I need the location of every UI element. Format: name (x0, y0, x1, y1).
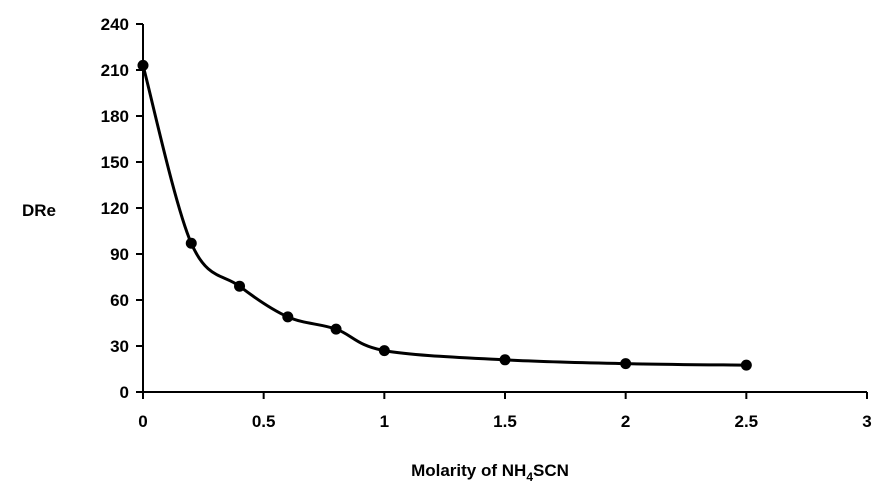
x-tick-label: 1 (380, 412, 389, 431)
series-line (141, 65, 747, 367)
y-tick-label: 150 (101, 153, 129, 172)
x-axis-title-prefix: Molarity of NH (411, 461, 526, 480)
x-axis-title-suffix: SCN (533, 461, 569, 480)
x-axis-title-subscript: 4 (526, 470, 533, 484)
y-axis-title: DRe (22, 201, 56, 220)
markers (137, 59, 752, 371)
y-tick-label: 90 (110, 245, 129, 264)
data-point-2 (234, 280, 246, 292)
y-tick-label: 30 (110, 337, 129, 356)
y-tick-label: 240 (101, 15, 129, 34)
y-tick-label: 180 (101, 107, 129, 126)
data-point-6 (499, 354, 511, 366)
y-tick-label: 60 (110, 291, 129, 310)
data-point-1 (185, 237, 197, 249)
ticks (136, 23, 868, 399)
y-tick-label: 210 (101, 61, 129, 80)
data-point-0 (137, 59, 149, 71)
x-axis-title: Molarity of NH4SCN (411, 461, 569, 484)
data-point-3 (282, 311, 294, 323)
x-tick-label: 2.5 (735, 412, 759, 431)
tick-labels: 0 30 60 90 120 150 180 210 240 0 0.5 1 1.5 2 2.5 3 (101, 15, 872, 431)
data-point-4 (330, 323, 342, 335)
x-tick-label: 1.5 (493, 412, 517, 431)
x-tick-label: 0 (138, 412, 147, 431)
x-tick-label: 0.5 (252, 412, 276, 431)
data-point-5 (378, 345, 390, 357)
axes (142, 24, 867, 393)
x-tick-label: 3 (862, 412, 871, 431)
y-tick-label: 0 (120, 383, 129, 402)
data-point-7 (620, 358, 632, 370)
data-point-8 (740, 359, 752, 371)
x-tick-label: 2 (621, 412, 630, 431)
y-tick-label: 120 (101, 199, 129, 218)
